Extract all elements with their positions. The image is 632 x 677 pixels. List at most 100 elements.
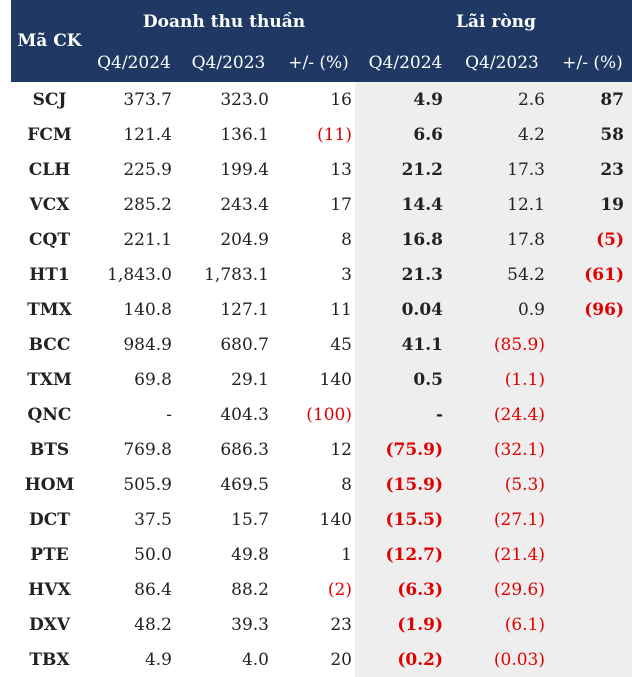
cell-revenue-q4-2023: 49.8 xyxy=(231,544,269,565)
cell-profit-q4-2024: (0.2) xyxy=(397,649,443,670)
cell-profit-q4-2024: 6.6 xyxy=(413,124,443,145)
cell-revenue-q4-2023: 29.1 xyxy=(231,369,269,390)
cell-ticker: CQT xyxy=(29,229,70,250)
cell-profit-change xyxy=(553,572,632,607)
results-table: Mã CK Doanh thu thuần Lãi ròng Q4/2024 Q… xyxy=(11,0,632,677)
cell-ticker: DCT xyxy=(29,509,70,530)
header-profit-q4-2023: Q4/2023 xyxy=(451,44,553,82)
table-row: DCT 37.5 15.7 140 (15.5) (27.1) xyxy=(11,502,632,537)
cell-profit-q4-2023: 4.2 xyxy=(517,124,545,145)
header-profit-q4-2024: Q4/2024 xyxy=(360,44,451,82)
cell-revenue-q4-2024: 86.4 xyxy=(134,579,172,600)
header-profit-change: +/- (%) xyxy=(553,44,632,82)
cell-revenue-q4-2024: 505.9 xyxy=(123,474,172,495)
cell-profit-q4-2023: (85.9) xyxy=(493,334,545,355)
cell-revenue-q4-2024: 373.7 xyxy=(123,89,172,110)
cell-ticker: QNC xyxy=(27,404,72,425)
cell-revenue-q4-2024: 69.8 xyxy=(134,369,172,390)
header-revenue-group: Doanh thu thuần xyxy=(88,0,360,44)
cell-ticker: HT1 xyxy=(29,264,70,285)
cell-profit-q4-2023: (21.4) xyxy=(493,544,545,565)
cell-profit-q4-2024: (1.9) xyxy=(397,614,443,635)
cell-revenue-change: 12 xyxy=(330,439,352,460)
header-net-profit-group: Lãi ròng xyxy=(360,0,632,44)
cell-revenue-q4-2024: 285.2 xyxy=(123,194,172,215)
cell-revenue-q4-2023: 323.0 xyxy=(220,89,269,110)
cell-revenue-q4-2023: 199.4 xyxy=(220,159,269,180)
table-row: SCJ 373.7 323.0 16 4.9 2.6 87 xyxy=(11,82,632,117)
cell-revenue-q4-2024: 48.2 xyxy=(134,614,172,635)
cell-revenue-change: 45 xyxy=(330,334,352,355)
cell-revenue-change: 17 xyxy=(330,194,352,215)
header-row-periods: Q4/2024 Q4/2023 +/- (%) Q4/2024 Q4/2023 … xyxy=(11,44,632,82)
cell-profit-q4-2023: (1.1) xyxy=(504,369,545,390)
table-row: PTE 50.0 49.8 1 (12.7) (21.4) xyxy=(11,537,632,572)
cell-profit-q4-2024: (15.5) xyxy=(385,509,444,530)
table-row: QNC - 404.3 (100) - (24.4) xyxy=(11,397,632,432)
cell-ticker: HVX xyxy=(28,579,71,600)
cell-profit-q4-2023: (24.4) xyxy=(493,404,545,425)
cell-profit-q4-2023: 17.3 xyxy=(507,159,545,180)
table-row: CQT 221.1 204.9 8 16.8 17.8 (5) xyxy=(11,222,632,257)
cell-revenue-change: 8 xyxy=(341,474,352,495)
cell-profit-q4-2023: 12.1 xyxy=(507,194,545,215)
cell-revenue-q4-2023: 204.9 xyxy=(220,229,269,250)
header-revenue-q4-2024: Q4/2024 xyxy=(88,44,180,82)
cell-ticker: SCJ xyxy=(32,89,67,110)
cell-profit-change xyxy=(553,397,632,432)
cell-revenue-q4-2023: 88.2 xyxy=(231,579,269,600)
cell-revenue-q4-2024: 984.9 xyxy=(123,334,172,355)
cell-revenue-change: 20 xyxy=(330,649,352,670)
net-profit-panel-background xyxy=(355,82,632,677)
cell-profit-change: (61) xyxy=(584,264,624,285)
cell-profit-change xyxy=(553,327,632,362)
cell-profit-q4-2023: (32.1) xyxy=(493,439,545,460)
cell-revenue-q4-2023: 469.5 xyxy=(220,474,269,495)
cell-ticker: BCC xyxy=(28,334,71,355)
cell-ticker: CLH xyxy=(28,159,71,180)
cell-profit-q4-2024: 14.4 xyxy=(401,194,443,215)
cell-revenue-change: (11) xyxy=(317,124,352,145)
cell-revenue-q4-2023: 39.3 xyxy=(231,614,269,635)
cell-profit-q4-2023: (0.03) xyxy=(493,649,545,670)
cell-ticker: TMX xyxy=(27,299,72,320)
cell-profit-q4-2024: (12.7) xyxy=(385,544,444,565)
table-row: VCX 285.2 243.4 17 14.4 12.1 19 xyxy=(11,187,632,222)
cell-ticker: TBX xyxy=(29,649,70,670)
table-row: HVX 86.4 88.2 (2) (6.3) (29.6) xyxy=(11,572,632,607)
cell-ticker: DXV xyxy=(28,614,71,635)
cell-revenue-q4-2023: 136.1 xyxy=(220,124,269,145)
cell-revenue-change: 140 xyxy=(319,509,352,530)
cell-ticker: HOM xyxy=(24,474,75,495)
cell-ticker: BTS xyxy=(29,439,70,460)
cell-revenue-change: 3 xyxy=(341,264,352,285)
cell-revenue-q4-2024: - xyxy=(166,404,172,425)
cell-profit-q4-2024: 16.8 xyxy=(401,229,443,250)
cell-revenue-q4-2024: 769.8 xyxy=(123,439,172,460)
cell-profit-change xyxy=(553,642,632,677)
header-revenue-change: +/- (%) xyxy=(277,44,360,82)
table-row: BTS 769.8 686.3 12 (75.9) (32.1) xyxy=(11,432,632,467)
cell-profit-q4-2023: 0.9 xyxy=(517,299,545,320)
cell-profit-q4-2023: 17.8 xyxy=(507,229,545,250)
header-ticker: Mã CK xyxy=(11,0,88,82)
table-row: DXV 48.2 39.3 23 (1.9) (6.1) xyxy=(11,607,632,642)
cell-profit-q4-2023: 54.2 xyxy=(507,264,545,285)
cell-revenue-q4-2024: 221.1 xyxy=(123,229,172,250)
cell-revenue-q4-2023: 243.4 xyxy=(220,194,269,215)
cell-profit-q4-2023: (27.1) xyxy=(493,509,545,530)
cell-profit-q4-2024: 0.5 xyxy=(413,369,443,390)
cell-profit-q4-2024: 4.9 xyxy=(413,89,443,110)
cell-profit-q4-2023: (29.6) xyxy=(493,579,545,600)
cell-revenue-q4-2023: 127.1 xyxy=(220,299,269,320)
cell-revenue-change: (2) xyxy=(327,579,352,600)
table-row: TXM 69.8 29.1 140 0.5 (1.1) xyxy=(11,362,632,397)
cell-revenue-change: 13 xyxy=(330,159,352,180)
cell-ticker: FCM xyxy=(27,124,72,145)
cell-revenue-change: 8 xyxy=(341,229,352,250)
cell-profit-q4-2024: (6.3) xyxy=(397,579,443,600)
cell-profit-q4-2023: 2.6 xyxy=(517,89,545,110)
table-row: HOM 505.9 469.5 8 (15.9) (5.3) xyxy=(11,467,632,502)
cell-revenue-q4-2024: 4.9 xyxy=(144,649,172,670)
